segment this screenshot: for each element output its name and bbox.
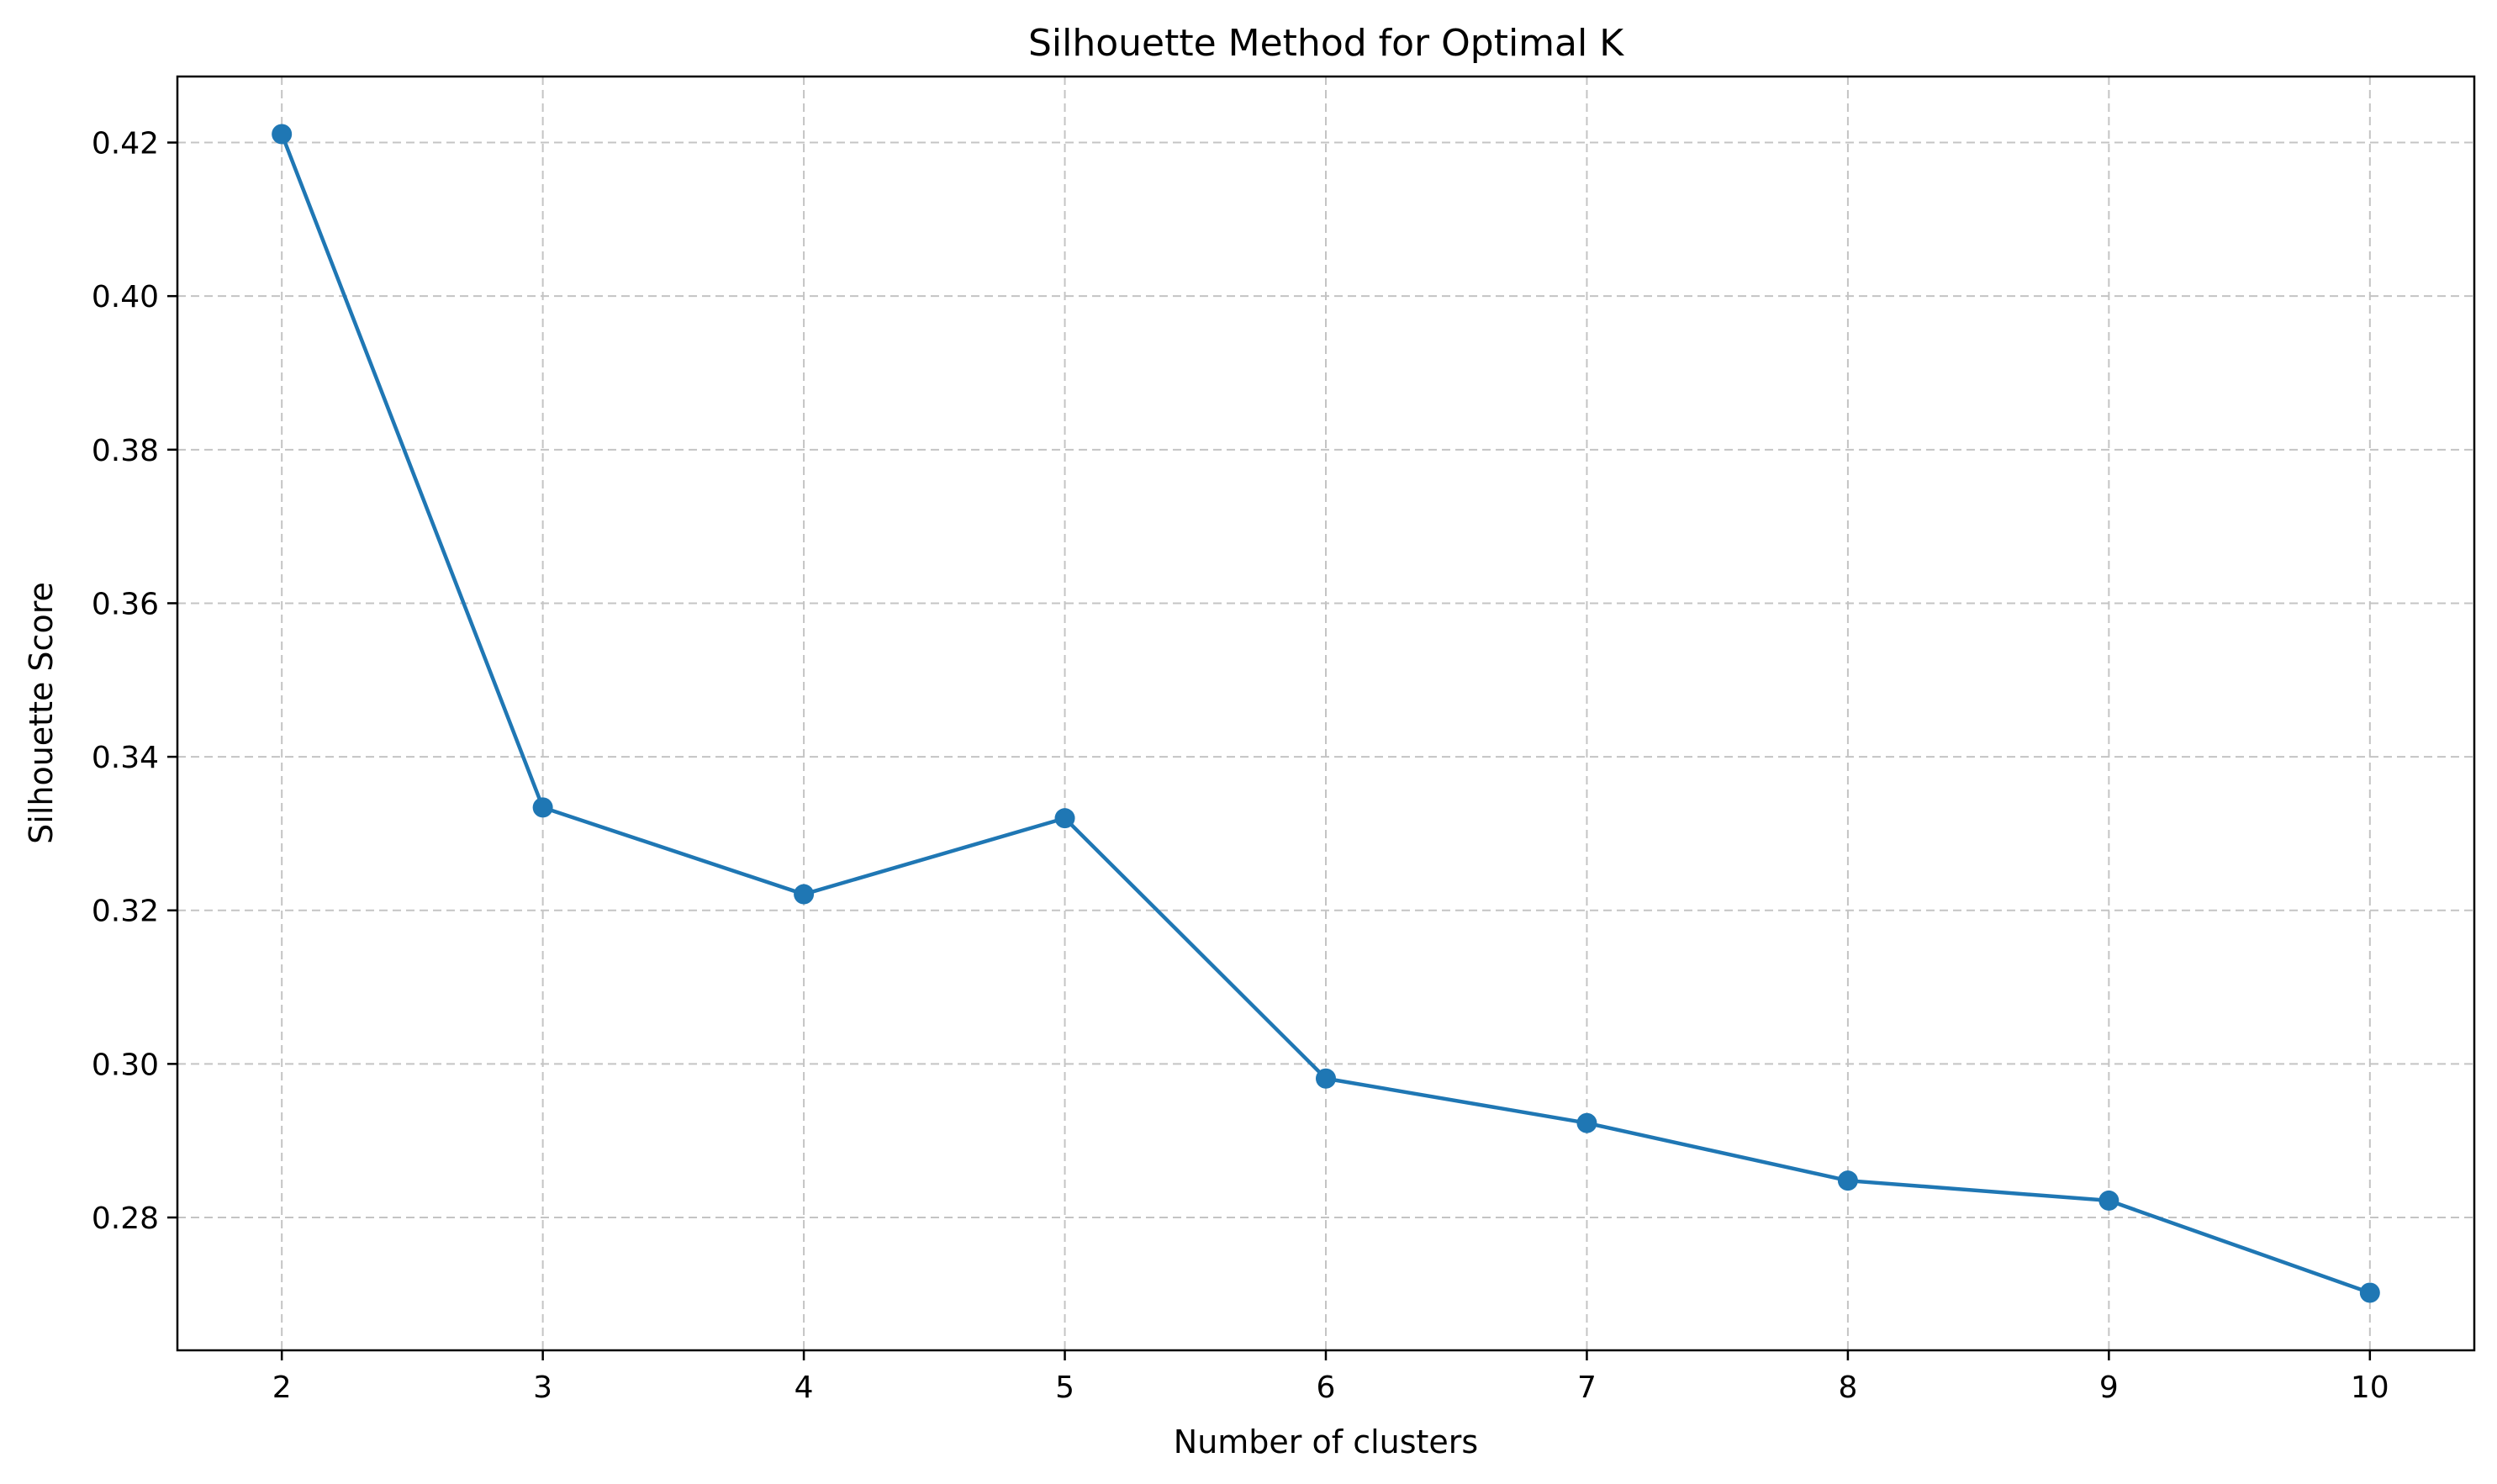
x-tick-label: 7 — [1577, 1370, 1597, 1405]
x-tick-label: 6 — [1317, 1370, 1336, 1405]
data-point — [2098, 1190, 2120, 1211]
y-tick-label: 0.34 — [92, 741, 159, 775]
ticks: 2 3 4 5 6 7 8 9 10 0.28 0.30 0.32 0.34 0.36 0.38 0.40 0.… — [92, 127, 2389, 1405]
series-layer — [272, 124, 2380, 1303]
y-tick-label: 0.30 — [92, 1048, 159, 1082]
x-tick-label: 3 — [533, 1370, 552, 1405]
y-axis-label: Silhouette Score — [23, 582, 60, 844]
data-point — [532, 797, 553, 818]
chart-title: Silhouette Method for Optimal K — [1028, 22, 1624, 65]
y-tick-label: 0.32 — [92, 895, 159, 929]
x-tick-label: 5 — [1055, 1370, 1074, 1405]
y-tick-label: 0.36 — [92, 587, 159, 621]
data-point — [2359, 1282, 2380, 1303]
grid — [177, 77, 2474, 1350]
y-tick-label: 0.40 — [92, 280, 159, 314]
data-point — [1316, 1068, 1336, 1089]
x-axis-label: Number of clusters — [1174, 1423, 1478, 1460]
x-tick-label: 2 — [272, 1370, 292, 1405]
data-point — [272, 124, 293, 145]
data-point — [1576, 1112, 1597, 1133]
x-tick-label: 8 — [1838, 1370, 1857, 1405]
y-tick-label: 0.28 — [92, 1201, 159, 1236]
data-point — [1837, 1170, 1858, 1191]
data-point — [1054, 808, 1075, 829]
x-tick-label: 4 — [794, 1370, 814, 1405]
y-tick-label: 0.38 — [92, 434, 159, 468]
y-tick-label: 0.42 — [92, 127, 159, 161]
data-point — [794, 884, 815, 905]
x-tick-label: 9 — [2099, 1370, 2119, 1405]
x-tick-label: 10 — [2351, 1370, 2389, 1405]
